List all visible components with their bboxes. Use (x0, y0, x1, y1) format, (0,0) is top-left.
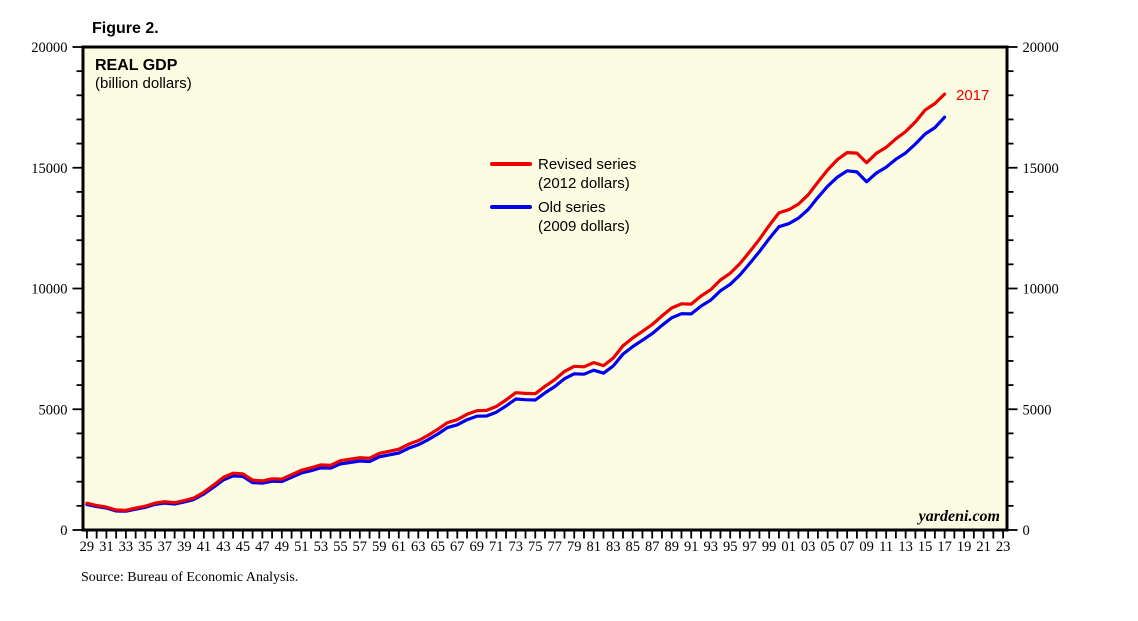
x-tick-label: 39 (177, 539, 192, 555)
x-tick-label: 37 (158, 539, 173, 555)
plot-border (81, 45, 1009, 532)
series-lines (85, 92, 947, 513)
x-tick-label: 57 (353, 539, 368, 555)
x-tick-label: 65 (431, 539, 446, 555)
x-tick-label: 95 (723, 539, 738, 555)
x-tick-label: 03 (801, 539, 816, 555)
y-tick-label-right: 20000 (1023, 40, 1059, 56)
x-tick-label: 75 (528, 539, 543, 555)
y-tick-label-left: 5000 (39, 402, 68, 418)
y-tick-label-right: 0 (1023, 523, 1030, 539)
x-tick-label: 63 (411, 539, 426, 555)
x-tick-label: 85 (625, 539, 640, 555)
y-axis-right: 0 5000 10000 15000 20000 (1008, 40, 1059, 539)
legend-sublabel-old-series: (2009 dollars) (538, 218, 630, 235)
x-tick-label: 09 (859, 539, 874, 555)
x-tick-label: 69 (470, 539, 485, 555)
x-tick-label: 41 (197, 539, 212, 555)
x-tick-label: 15 (918, 539, 933, 555)
y-axis-left: 0 5000 10000 15000 20000 (31, 40, 82, 539)
x-tick-label: 17 (937, 539, 952, 555)
x-tick-label: 97 (742, 539, 757, 555)
x-tick-label: 01 (781, 539, 796, 555)
x-tick-label: 99 (762, 539, 777, 555)
y-tick-label-right: 5000 (1023, 402, 1052, 418)
x-tick-label: 87 (645, 539, 660, 555)
x-tick-label: 13 (898, 539, 913, 555)
x-tick-label: 81 (586, 539, 601, 555)
series-end-year-label: 2017 (956, 87, 989, 104)
y-tick-label-left: 20000 (31, 40, 67, 56)
source-note: Source: Bureau of Economic Analysis. (81, 570, 298, 585)
x-tick-label: 73 (509, 539, 524, 555)
x-tick-label: 49 (275, 539, 290, 555)
x-tick-label: 91 (684, 539, 699, 555)
x-tick-label: 59 (372, 539, 387, 555)
x-tick-label: 35 (138, 539, 153, 555)
y-tick-label-right: 10000 (1023, 282, 1059, 298)
revised-series-line (85, 92, 947, 512)
x-tick-label: 31 (99, 539, 114, 555)
legend: Revised series (2012 dollars) Old series… (490, 156, 636, 235)
plot-area (83, 47, 1007, 530)
x-tick-label: 77 (547, 539, 562, 555)
x-tick-label: 05 (820, 539, 835, 555)
chart-subtitle: (billion dollars) (95, 75, 192, 92)
figure-title: Figure 2. (92, 20, 159, 37)
x-axis: 29 31 33 35 37 39 41 43 45 47 49 51 53 55 57 59 61 63 65 67… (80, 531, 1011, 555)
x-tick-label: 79 (567, 539, 582, 555)
x-tick-label: 55 (333, 539, 348, 555)
legend-sublabel-revised-series: (2012 dollars) (538, 175, 630, 192)
legend-label-revised-series: Revised series (538, 156, 636, 173)
x-tick-label: 93 (703, 539, 718, 555)
x-tick-label: 83 (606, 539, 621, 555)
chart-title: REAL GDP (95, 57, 178, 74)
old-series-line (85, 115, 947, 513)
x-tick-label: 45 (236, 539, 251, 555)
x-tick-label: 47 (255, 539, 270, 555)
watermark: yardeni.com (917, 508, 1000, 525)
legend-label-old-series: Old series (538, 199, 606, 216)
x-tick-label: 43 (216, 539, 231, 555)
x-tick-label: 71 (489, 539, 504, 555)
y-tick-label-right: 15000 (1023, 161, 1059, 177)
y-tick-label-left: 15000 (31, 161, 67, 177)
x-tick-label: 23 (996, 539, 1011, 555)
x-tick-label: 67 (450, 539, 465, 555)
y-tick-label-left: 0 (60, 523, 67, 539)
x-tick-label: 51 (294, 539, 309, 555)
x-tick-label: 53 (314, 539, 329, 555)
x-tick-label: 61 (392, 539, 407, 555)
x-tick-label: 89 (664, 539, 679, 555)
x-tick-label: 29 (80, 539, 95, 555)
x-tick-label: 19 (957, 539, 972, 555)
x-tick-label: 07 (840, 539, 855, 555)
x-tick-label: 33 (119, 539, 134, 555)
x-tick-label: 11 (879, 539, 893, 555)
x-tick-label: 21 (976, 539, 991, 555)
y-tick-label-left: 10000 (31, 282, 67, 298)
